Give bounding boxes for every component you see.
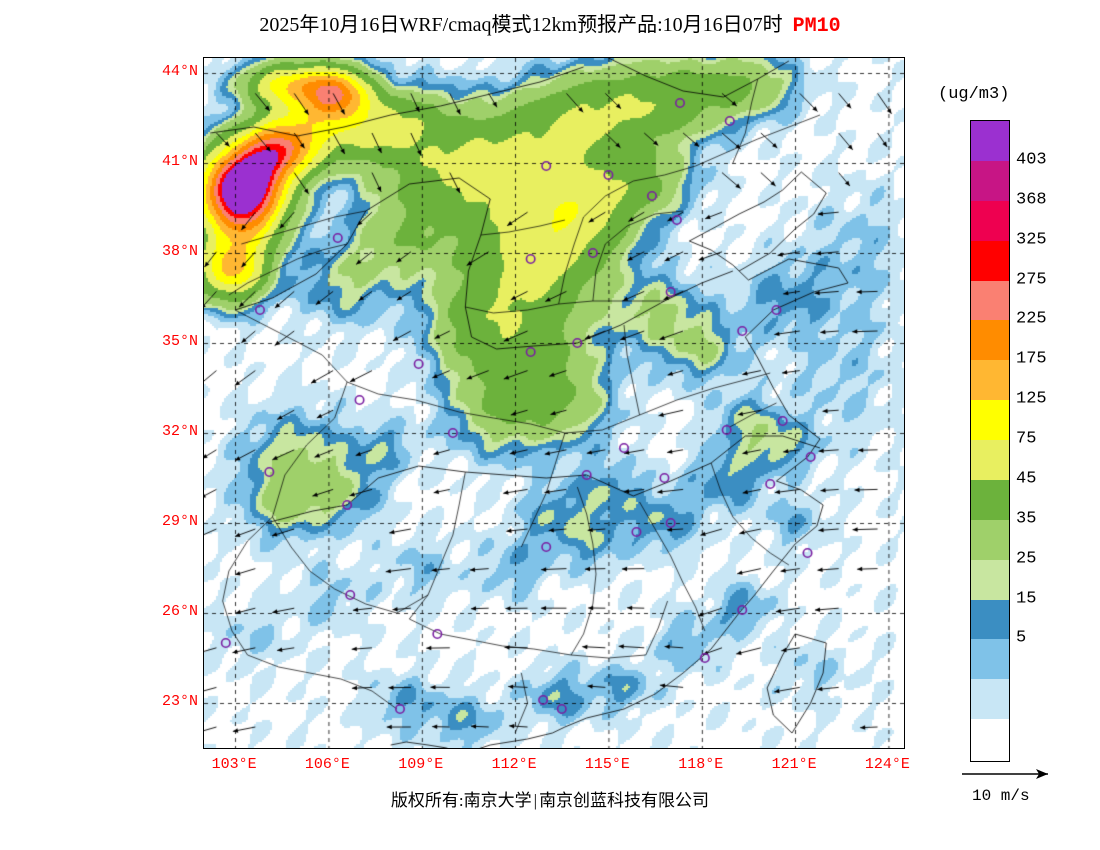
colorbar-tick-label: 368 [1016, 190, 1047, 210]
colorbar-segment [971, 121, 1009, 161]
colorbar-tick-label: 275 [1016, 270, 1047, 289]
title-main-text: 2025年10月16日WRF/cmaq模式12km预报产品:10月16日07时 [259, 14, 783, 36]
latitude-axis: 44°N 41°N 38°N 35°N 32°N 29°N 26°N 23°N [120, 57, 198, 747]
longitude-tick-label: 121°E [771, 756, 817, 773]
longitude-tick-label: 109°E [398, 756, 444, 773]
footer-copyright-text: 版权所有:南京大学 [390, 791, 532, 810]
colorbar-segment [971, 240, 1009, 281]
colorbar-tick-label: 75 [1016, 429, 1037, 449]
colorbar [970, 120, 1010, 762]
colorbar-panel: (ug/m3) 10 m/s 403 368 325 275 225 175 125 75 45… [938, 60, 1098, 805]
colorbar-tick-label: 35 [1016, 509, 1037, 529]
colorbar-segment [971, 519, 1009, 560]
colorbar-segment [971, 559, 1009, 600]
latitude-tick-label: 38°N [161, 243, 198, 260]
colorbar-segment [971, 200, 1009, 241]
longitude-tick-label: 124°E [864, 756, 910, 773]
colorbar-segment [971, 639, 1009, 680]
colorbar-segment [971, 360, 1009, 401]
wind-arrow-icon [962, 769, 1048, 779]
colorbar-unit-label: (ug/m3) [938, 85, 1010, 104]
latitude-tick-label: 41°N [161, 153, 198, 170]
colorbar-tick-label: 403 [1016, 150, 1047, 170]
colorbar-tick-label: 5 [1016, 628, 1027, 648]
footer-copyright: 版权所有:南京大学 | 南京创蓝科技有限公司 [0, 786, 1100, 811]
wind-legend: 10 m/s [956, 762, 1096, 812]
longitude-tick-label: 103°E [211, 756, 257, 773]
colorbar-tick-label: 45 [1016, 469, 1037, 489]
title-pollutant-label: PM10 [792, 15, 841, 38]
colorbar-segment [971, 320, 1009, 361]
colorbar-tick-label: 225 [1016, 309, 1047, 329]
forecast-map[interactable] [203, 57, 905, 749]
latitude-tick-label: 23°N [161, 693, 198, 710]
colorbar-tick-label: 15 [1016, 589, 1037, 608]
colorbar-tick-label: 175 [1016, 349, 1047, 369]
longitude-tick-label: 106°E [304, 756, 350, 773]
latitude-tick-label: 26°N [161, 603, 198, 620]
footer-separator: | [533, 791, 538, 810]
latitude-tick-label: 29°N [161, 513, 198, 530]
colorbar-segment [971, 440, 1009, 480]
longitude-tick-label: 112°E [491, 756, 537, 773]
longitude-axis: 103°E 106°E 109°E 112°E 115°E 118°E 121°E 124°E [203, 752, 910, 782]
colorbar-tick-label: 25 [1016, 549, 1037, 569]
longitude-tick-label: 115°E [584, 756, 630, 773]
colorbar-segment [971, 479, 1009, 520]
map-canvas [204, 58, 904, 748]
latitude-tick-label: 35°N [161, 333, 198, 350]
colorbar-segment [971, 679, 1009, 720]
colorbar-segment [971, 160, 1009, 201]
footer-company-text: 南京创蓝科技有限公司 [539, 791, 710, 810]
colorbar-tick-label: 325 [1016, 230, 1047, 250]
colorbar-segment [971, 400, 1009, 440]
colorbar-segment [971, 599, 1009, 640]
page-title: 2025年10月16日WRF/cmaq模式12km预报产品:10月16日07时 P… [0, 8, 1100, 38]
colorbar-segment [971, 280, 1009, 321]
latitude-tick-label: 44°N [161, 63, 198, 80]
wind-legend-label: 10 m/s [972, 787, 1030, 805]
latitude-tick-label: 32°N [161, 423, 198, 440]
colorbar-tick-label: 125 [1016, 389, 1047, 409]
colorbar-segment [971, 719, 1009, 759]
longitude-tick-label: 118°E [678, 756, 724, 773]
